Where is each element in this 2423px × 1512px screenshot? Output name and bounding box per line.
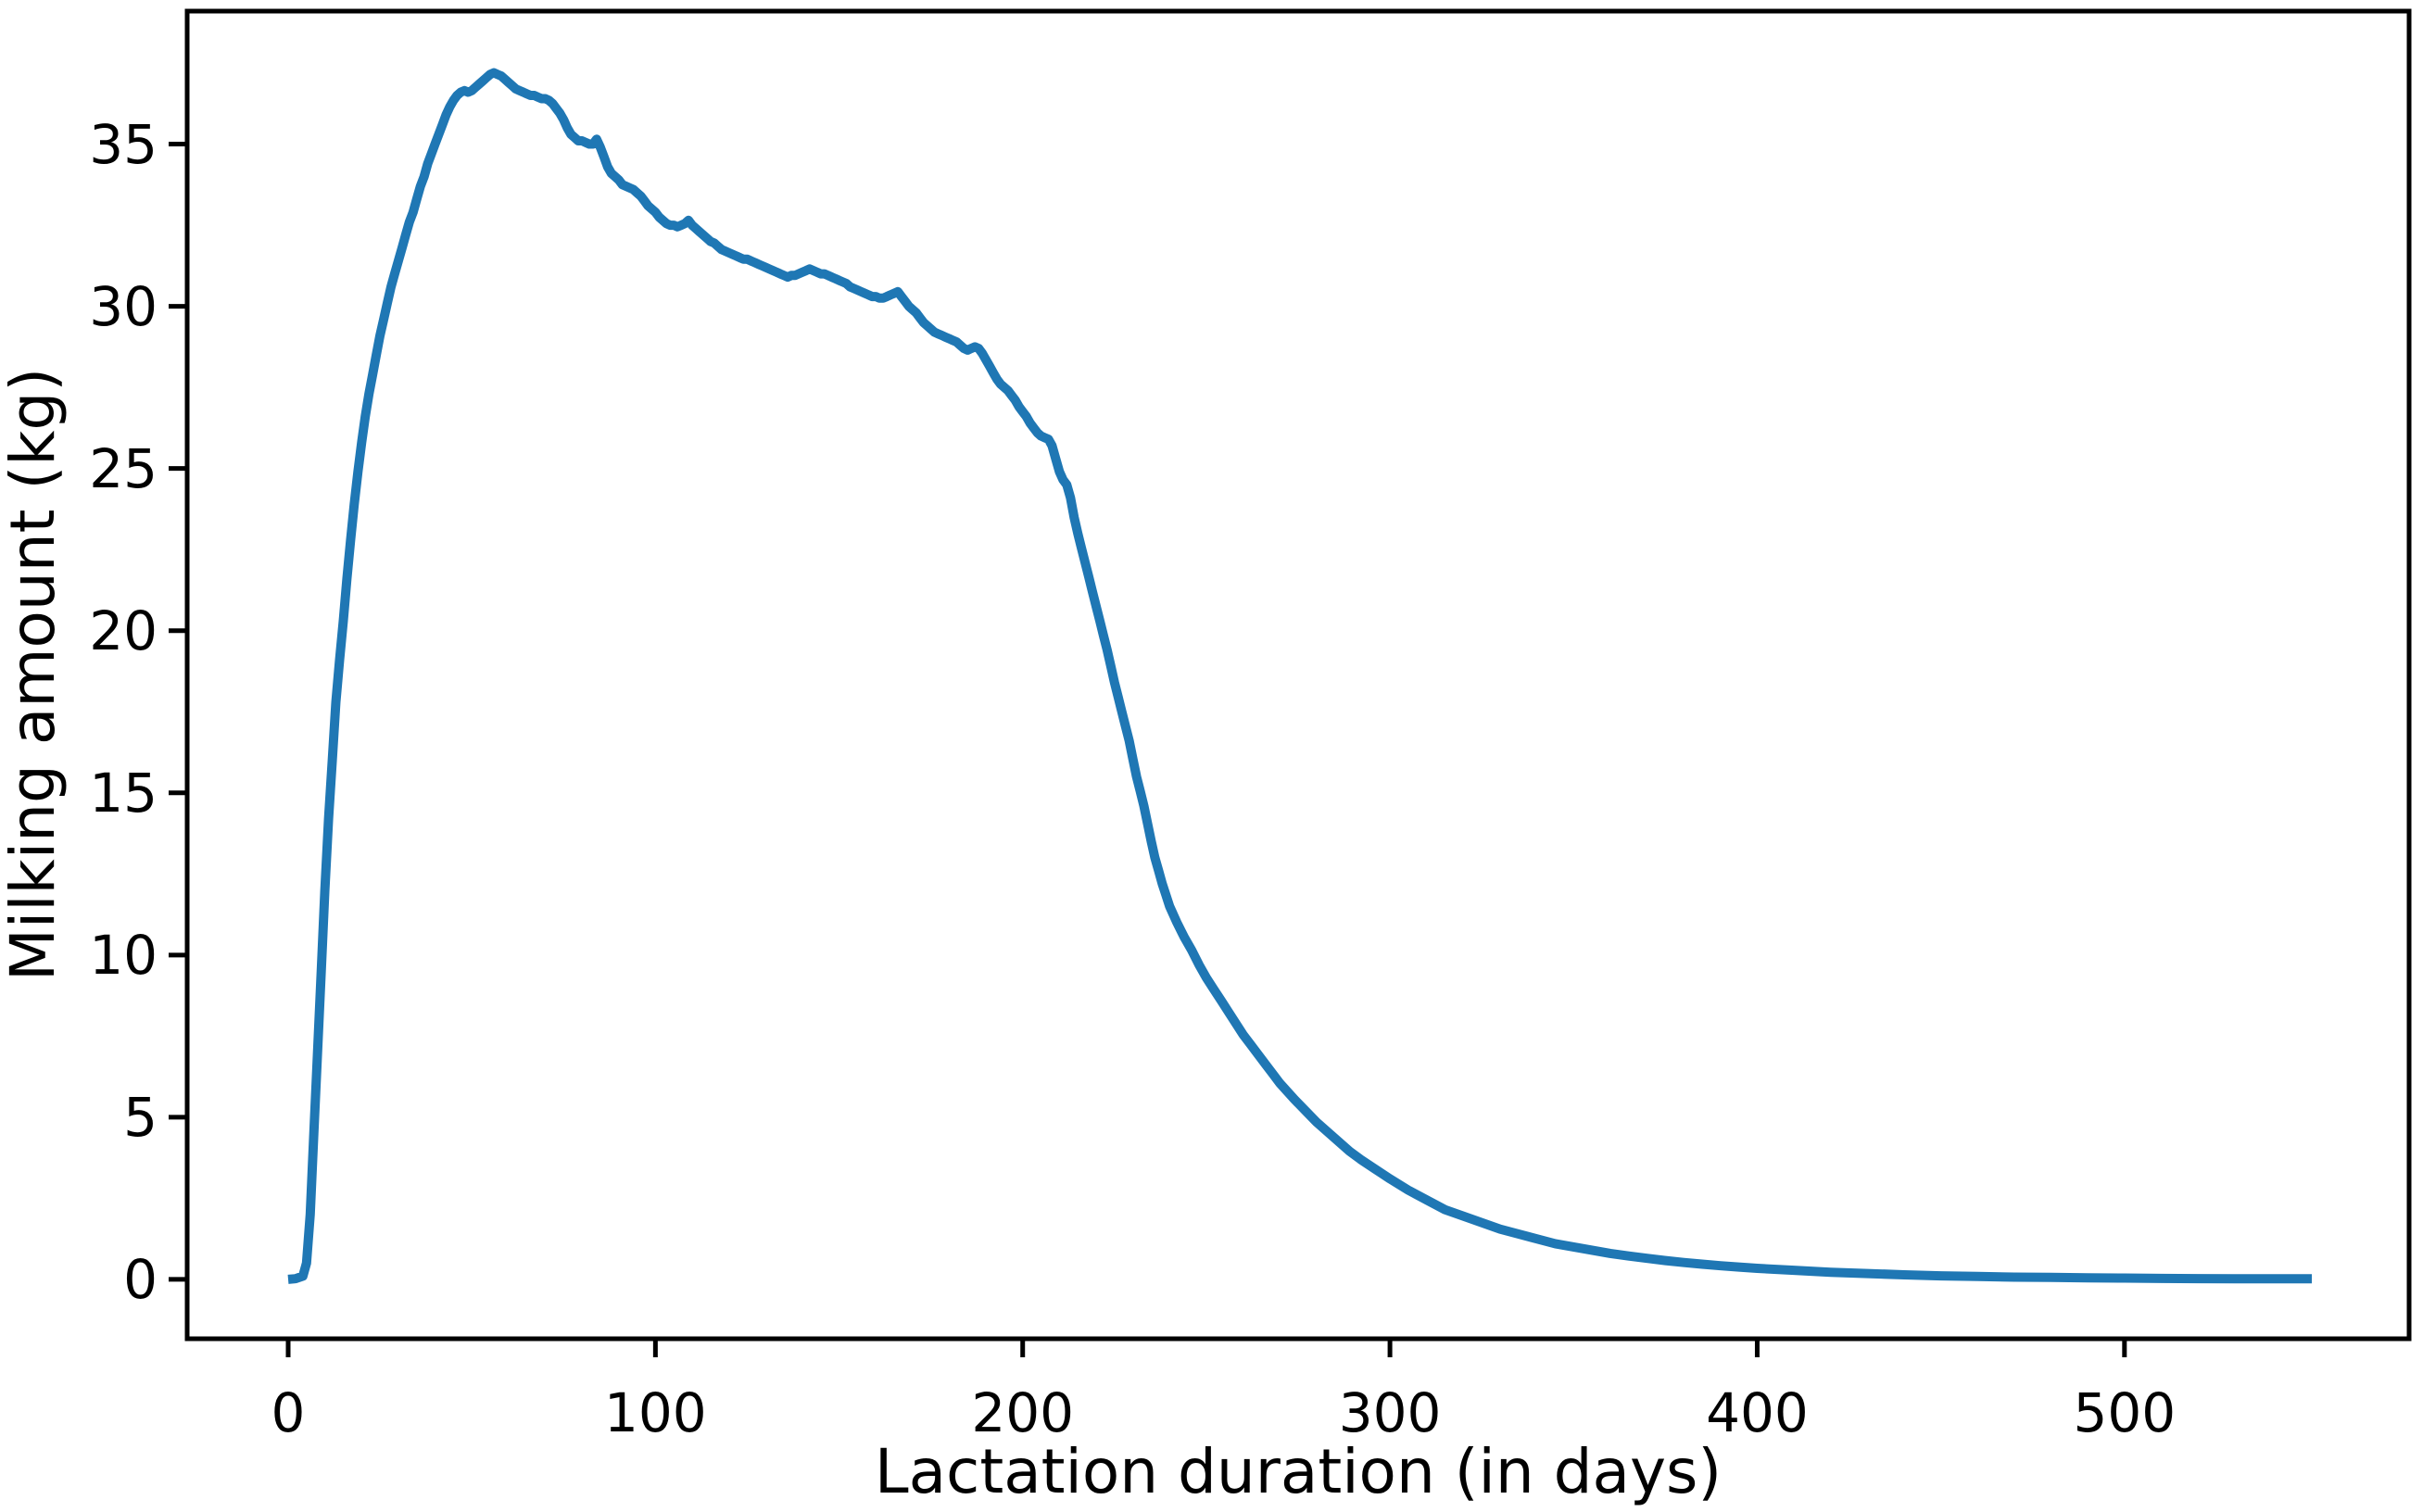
x-tick-label: 100: [604, 1381, 707, 1444]
x-axis-ticks: 0 100 200 300 400 500: [271, 1339, 2176, 1444]
y-tick-label: 15: [89, 762, 158, 825]
x-tick-label: 300: [1339, 1381, 1442, 1444]
y-axis-title: Milking amount (kg): [0, 368, 69, 981]
x-tick-label: 500: [2073, 1381, 2176, 1444]
plot-border: [184, 8, 2412, 1342]
y-tick-label: 5: [123, 1086, 158, 1149]
y-tick-label: 0: [123, 1248, 158, 1311]
y-tick-label: 30: [89, 275, 158, 338]
x-tick-label: 400: [1706, 1381, 1809, 1444]
x-axis-title: Lactation duration (in days): [875, 1436, 1722, 1507]
y-tick-label: 20: [89, 599, 158, 662]
y-axis-ticks: 0 5 10 15 20 25 30 35: [89, 113, 187, 1311]
milking-amount-line: [287, 68, 2312, 1284]
x-tick-label: 200: [971, 1381, 1074, 1444]
y-tick-label: 35: [89, 113, 158, 176]
x-tick-label: 0: [271, 1381, 306, 1444]
y-tick-label: 25: [89, 437, 158, 500]
y-tick-label: 10: [89, 924, 158, 987]
